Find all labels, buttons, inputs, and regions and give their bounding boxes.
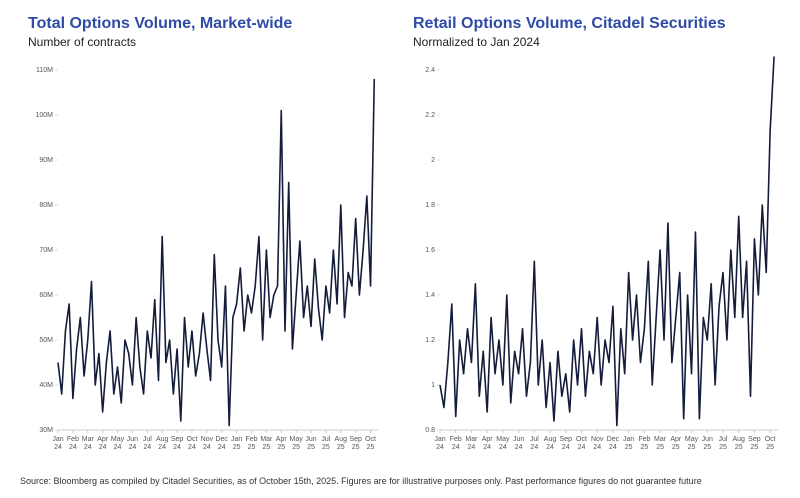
x-tick-label: Apr 25	[276, 436, 288, 451]
y-tick-label: 1.6	[425, 247, 435, 254]
x-tick-label: Mar 25	[260, 436, 273, 451]
chart-subtitle: Normalized to Jan 2024	[413, 35, 540, 49]
x-tick-label: Mar 24	[82, 436, 95, 451]
x-tick-label: May 25	[685, 436, 699, 451]
chart-title: Total Options Volume, Market-wide	[28, 15, 292, 32]
y-tick-label: 0.8	[425, 427, 435, 434]
y-tick-label: 1	[431, 382, 435, 389]
line-series	[57, 78, 376, 427]
chart-subtitle: Number of contracts	[28, 35, 136, 49]
x-tick-label: Nov 24	[201, 436, 214, 451]
x-tick-label: Feb 24	[67, 436, 79, 451]
x-tick-label: Nov 24	[591, 436, 604, 451]
x-tick-label: Jan 25	[231, 436, 242, 451]
x-tick-label: Apr 24	[97, 436, 109, 451]
x-tick-label: May 24	[496, 436, 510, 451]
x-tick-label: Feb 25	[638, 436, 650, 451]
x-tick-label: Jun 25	[305, 436, 316, 451]
y-tick-label: 100M	[35, 112, 53, 119]
y-tick-label: 2.2	[425, 112, 435, 119]
x-tick-label: Dec 24	[215, 436, 228, 451]
y-tick-label: 90M	[39, 157, 53, 164]
y-tick-label: 50M	[39, 337, 53, 344]
x-tick-label: Jun 24	[513, 436, 524, 451]
x-tick-label: Sep 24	[171, 436, 184, 451]
footer: Source: Bloomberg as compiled by Citadel…	[20, 476, 702, 486]
x-tick-label: Jun 24	[127, 436, 138, 451]
x-tick-label: Apr 25	[670, 436, 682, 451]
x-tick-label: Aug 24	[156, 436, 169, 451]
y-tick-label: 60M	[39, 292, 53, 299]
x-tick-label: Jan 24	[52, 436, 63, 451]
x-tick-label: Jan 24	[434, 436, 445, 451]
x-tick-label: Jul 25	[321, 436, 330, 451]
x-tick-label: Aug 25	[335, 436, 348, 451]
x-tick-label: Jul 25	[719, 436, 728, 451]
y-tick-label: 2	[431, 157, 435, 164]
x-tick-label: Oct 25	[365, 436, 376, 451]
x-tick-label: Apr 24	[482, 436, 494, 451]
x-tick-label: Aug 24	[544, 436, 557, 451]
x-tick-label: Feb 24	[450, 436, 462, 451]
x-tick-label: Jul 24	[530, 436, 539, 451]
y-tick-label: 2.4	[425, 67, 435, 74]
x-tick-label: Sep 25	[748, 436, 761, 451]
x-tick-label: Oct 24	[576, 436, 587, 451]
x-tick-label: May 25	[290, 436, 304, 451]
chart-title: Retail Options Volume, Citadel Securitie…	[413, 15, 726, 32]
x-tick-label: Oct 25	[765, 436, 776, 451]
line-series	[439, 56, 775, 427]
y-tick-label: 1.2	[425, 337, 435, 344]
x-tick-label: Dec 24	[607, 436, 620, 451]
x-tick-label: Jan 25	[623, 436, 634, 451]
y-tick-label: 70M	[39, 247, 53, 254]
y-tick-label: 1.4	[425, 292, 435, 299]
x-tick-label: May 24	[111, 436, 125, 451]
x-tick-label: Mar 24	[465, 436, 478, 451]
x-tick-label: Jul 24	[143, 436, 152, 451]
y-tick-label: 30M	[39, 427, 53, 434]
y-tick-label: 40M	[39, 382, 53, 389]
x-tick-label: Jun 25	[702, 436, 713, 451]
x-tick-label: Feb 25	[245, 436, 257, 451]
x-tick-label: Oct 24	[187, 436, 198, 451]
x-tick-label: Aug 25	[732, 436, 745, 451]
x-tick-label: Sep 25	[349, 436, 362, 451]
x-tick-label: Mar 25	[654, 436, 667, 451]
x-tick-label: Sep 24	[560, 436, 573, 451]
y-tick-label: 110M	[36, 67, 53, 74]
y-tick-label: 1.8	[425, 202, 435, 209]
y-tick-label: 80M	[39, 202, 53, 209]
